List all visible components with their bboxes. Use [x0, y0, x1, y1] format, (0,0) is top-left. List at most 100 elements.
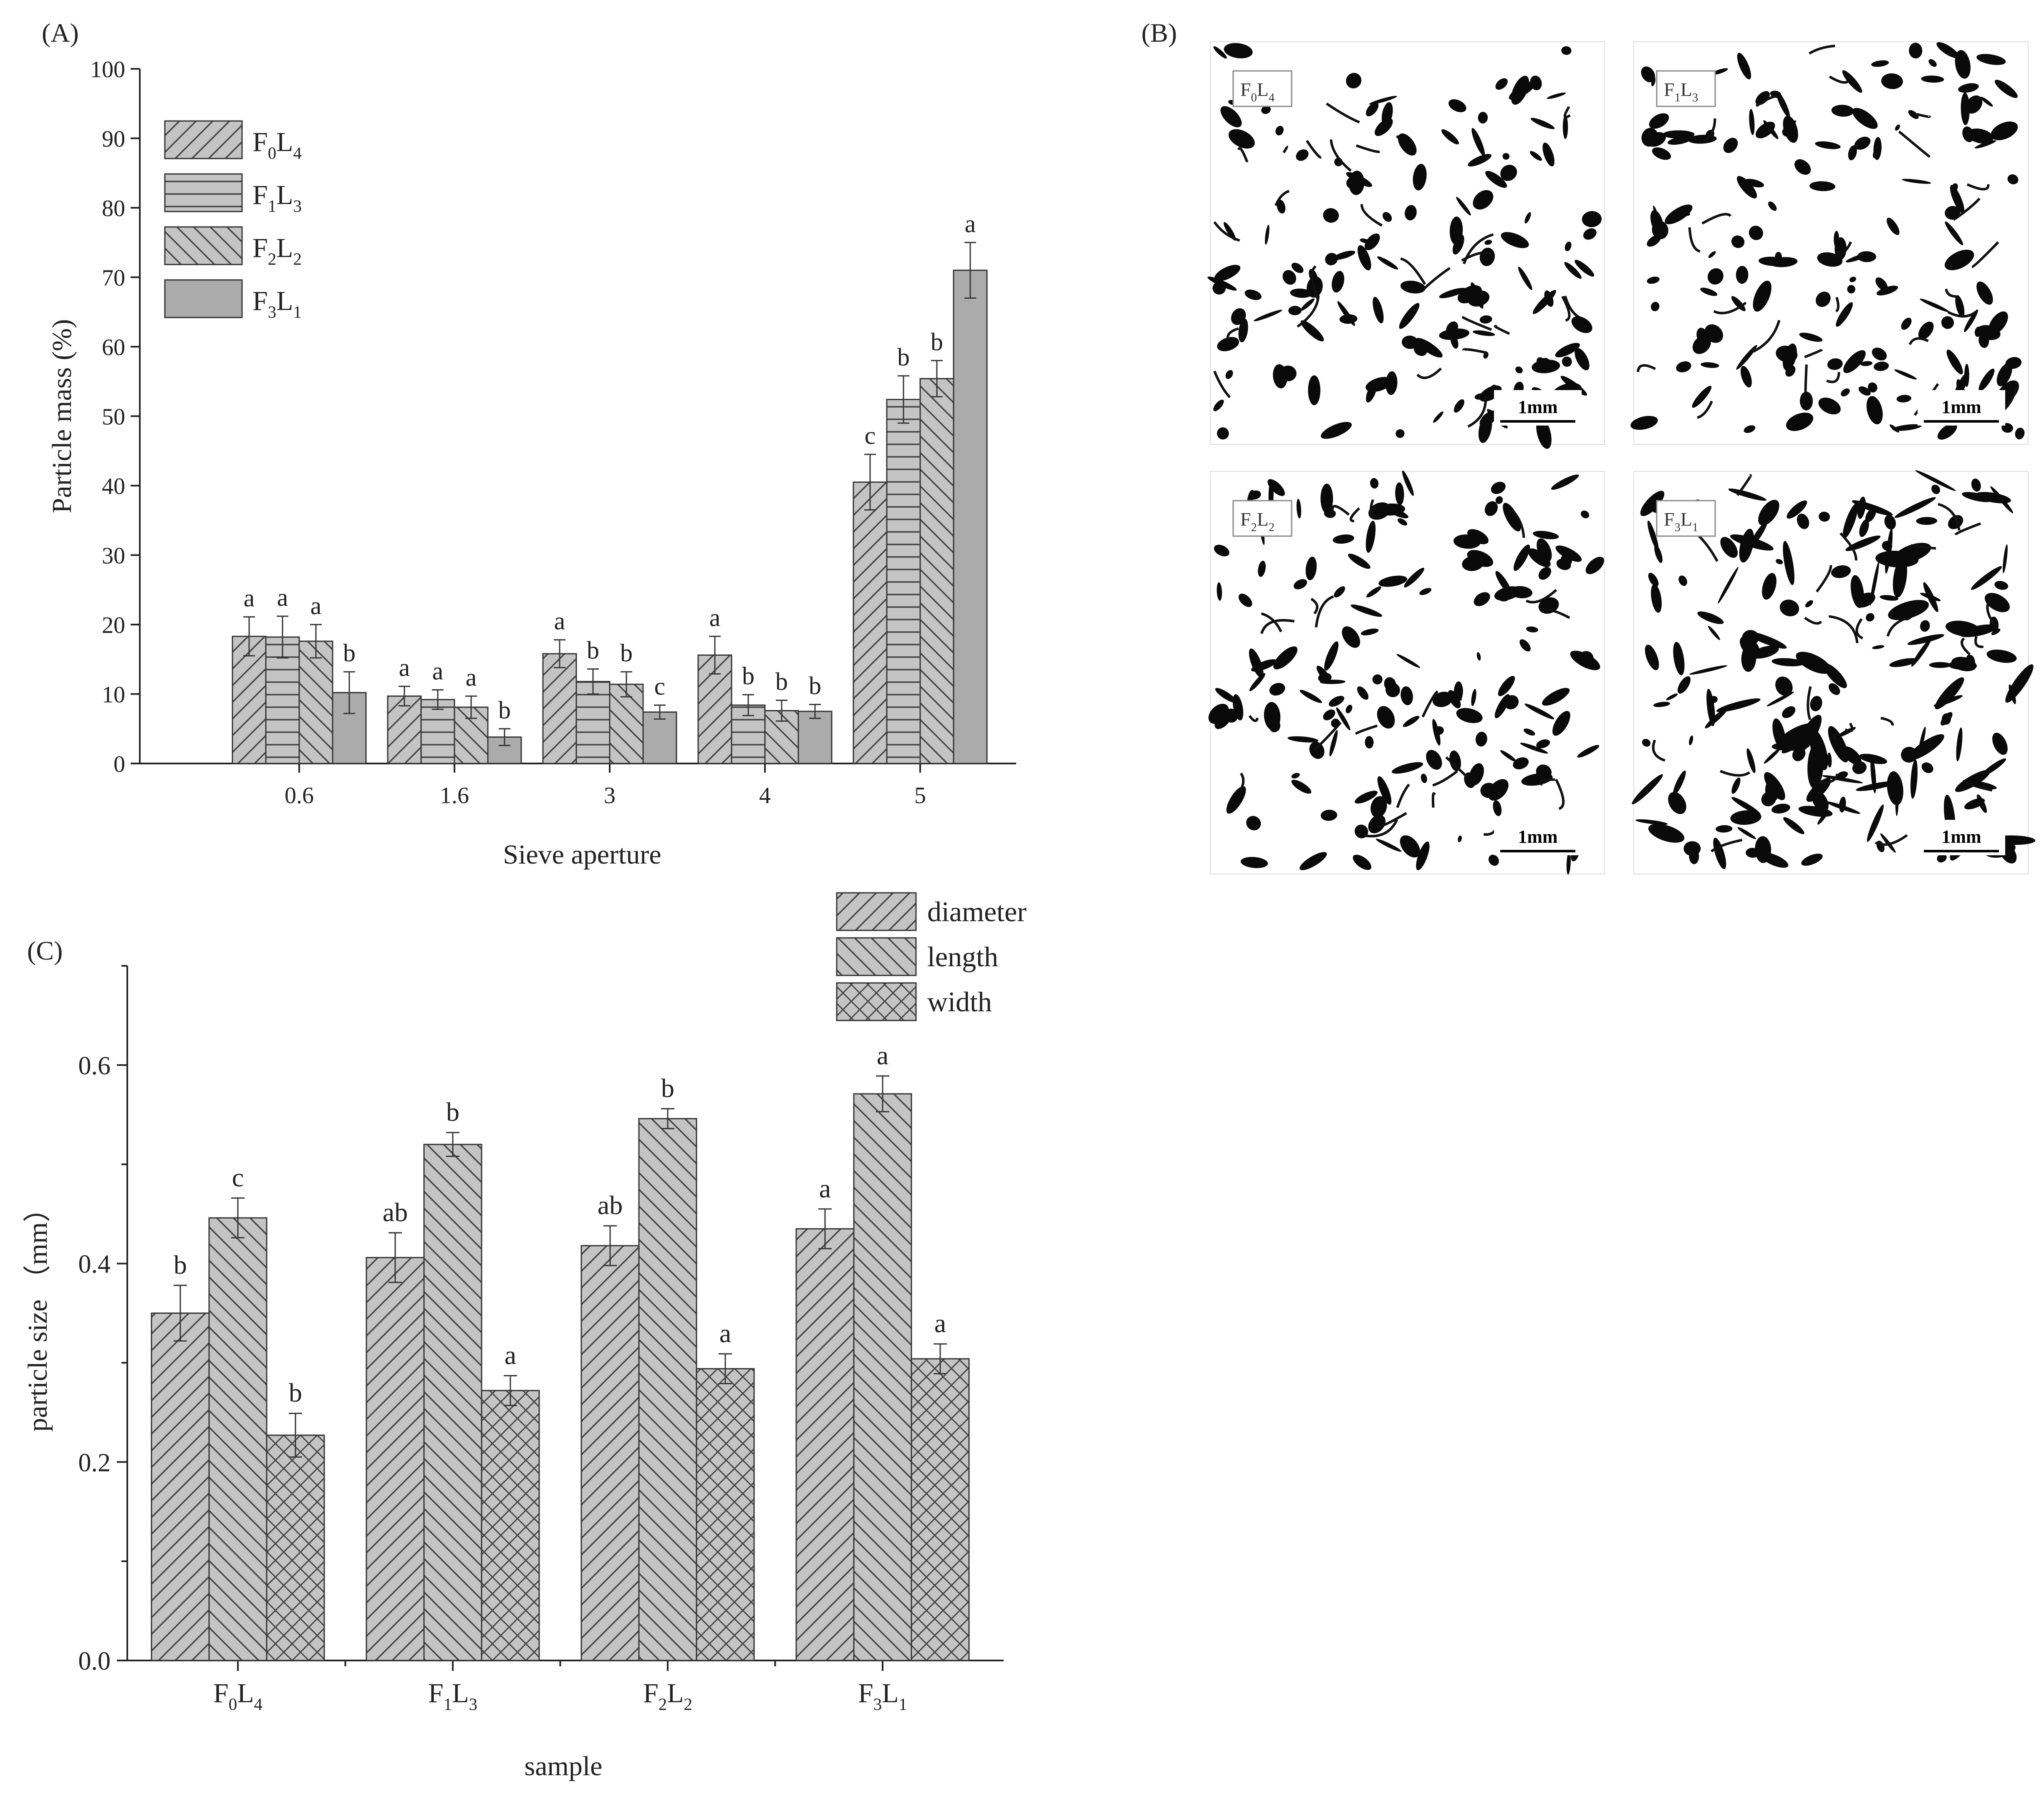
particle	[1579, 651, 1594, 665]
fiber	[1938, 503, 1961, 531]
particle	[1577, 745, 1600, 758]
fiber	[1720, 770, 1751, 777]
particle	[1439, 287, 1466, 298]
particle	[1342, 626, 1360, 648]
fiber	[1974, 636, 1984, 648]
particle	[1213, 399, 1224, 411]
significance-letter: b	[446, 1097, 459, 1127]
fiber	[1355, 724, 1378, 735]
fiber	[1297, 295, 1320, 328]
bar	[298, 640, 333, 764]
particle	[1370, 796, 1387, 818]
fiber	[1697, 401, 1713, 419]
fiber	[1845, 723, 1854, 733]
particle	[2015, 428, 2025, 440]
particle	[1797, 715, 1822, 752]
significance-letter: b	[775, 668, 788, 695]
sample-tag-box	[1232, 500, 1292, 537]
particle	[1646, 132, 1666, 147]
significance-letter: c	[654, 673, 666, 700]
y-tick-label: 0.2	[78, 1449, 111, 1477]
particle	[1468, 286, 1479, 302]
letter: L	[1257, 509, 1269, 530]
fiber	[1260, 619, 1295, 634]
x-tick-label: 1.6	[440, 783, 469, 809]
fiber	[1804, 364, 1808, 394]
particle	[1269, 720, 1281, 733]
particle	[1782, 343, 1797, 371]
particle	[1501, 232, 1529, 248]
particle	[1976, 281, 1993, 305]
particle	[1819, 511, 1830, 522]
fiber	[1833, 731, 1840, 740]
particle	[1831, 565, 1851, 578]
fiber	[1711, 839, 1743, 853]
particle	[1723, 138, 1738, 153]
particle	[1565, 242, 1572, 252]
y-tick-label: 30	[102, 543, 125, 569]
significance-letter: b	[931, 328, 943, 355]
fiber	[1463, 233, 1494, 265]
fiber	[1829, 76, 1850, 84]
subscript: 2	[1251, 521, 1257, 534]
particle	[2009, 684, 2016, 704]
fiber	[1370, 499, 1377, 519]
particle	[1404, 567, 1424, 588]
fiber	[1751, 320, 1781, 353]
significance-letter: a	[877, 1041, 888, 1070]
particle	[1552, 711, 1570, 736]
significance-letter: a	[819, 1174, 831, 1203]
particle	[1779, 600, 1799, 617]
particle	[1529, 151, 1542, 161]
particle	[1524, 212, 1531, 224]
y-tick-label: 10	[102, 682, 125, 708]
particle	[1433, 411, 1443, 423]
fiber	[1807, 686, 1812, 721]
particle	[1858, 386, 1871, 396]
fiber	[1986, 598, 1997, 627]
particle	[1895, 124, 1900, 131]
particle	[1653, 205, 1661, 227]
sample-tag-box	[1232, 70, 1292, 107]
scale-bg	[1918, 820, 2005, 855]
particle	[1974, 327, 1982, 337]
particle	[1575, 260, 1595, 277]
particle	[1962, 126, 1974, 142]
particle	[1528, 548, 1551, 567]
particle	[1513, 757, 1529, 769]
particle	[1921, 76, 1944, 83]
particle	[1287, 736, 1319, 743]
fiber	[1835, 297, 1840, 312]
particle	[1860, 361, 1872, 366]
fiber	[1310, 597, 1319, 615]
legend-swatch	[836, 892, 917, 931]
particle	[1744, 425, 1756, 433]
fiber	[1423, 267, 1451, 290]
particle	[1288, 305, 1302, 315]
particle	[1471, 689, 1476, 706]
fiber	[1831, 241, 1852, 257]
particle	[1323, 709, 1335, 721]
particle	[1279, 365, 1297, 381]
subscript: 1	[444, 1695, 452, 1713]
particle	[1677, 676, 1691, 694]
particle	[1378, 575, 1408, 587]
sample-tag: F2L2	[1240, 509, 1274, 534]
particle	[1518, 267, 1532, 290]
particle	[1831, 105, 1854, 117]
particle	[1852, 108, 1878, 129]
fiber	[1637, 364, 1656, 372]
fiber	[1509, 507, 1525, 538]
particle	[1888, 600, 1929, 620]
particle	[1224, 222, 1236, 241]
particle	[1920, 298, 1949, 312]
particle	[1805, 600, 1813, 607]
particle	[1748, 521, 1768, 550]
particle	[1776, 559, 1783, 564]
micrograph-4: F3L1 1mm	[1632, 470, 2036, 874]
particle	[1894, 369, 1917, 380]
particle	[1494, 694, 1510, 718]
letter: L	[276, 286, 293, 316]
particle	[1458, 835, 1462, 842]
